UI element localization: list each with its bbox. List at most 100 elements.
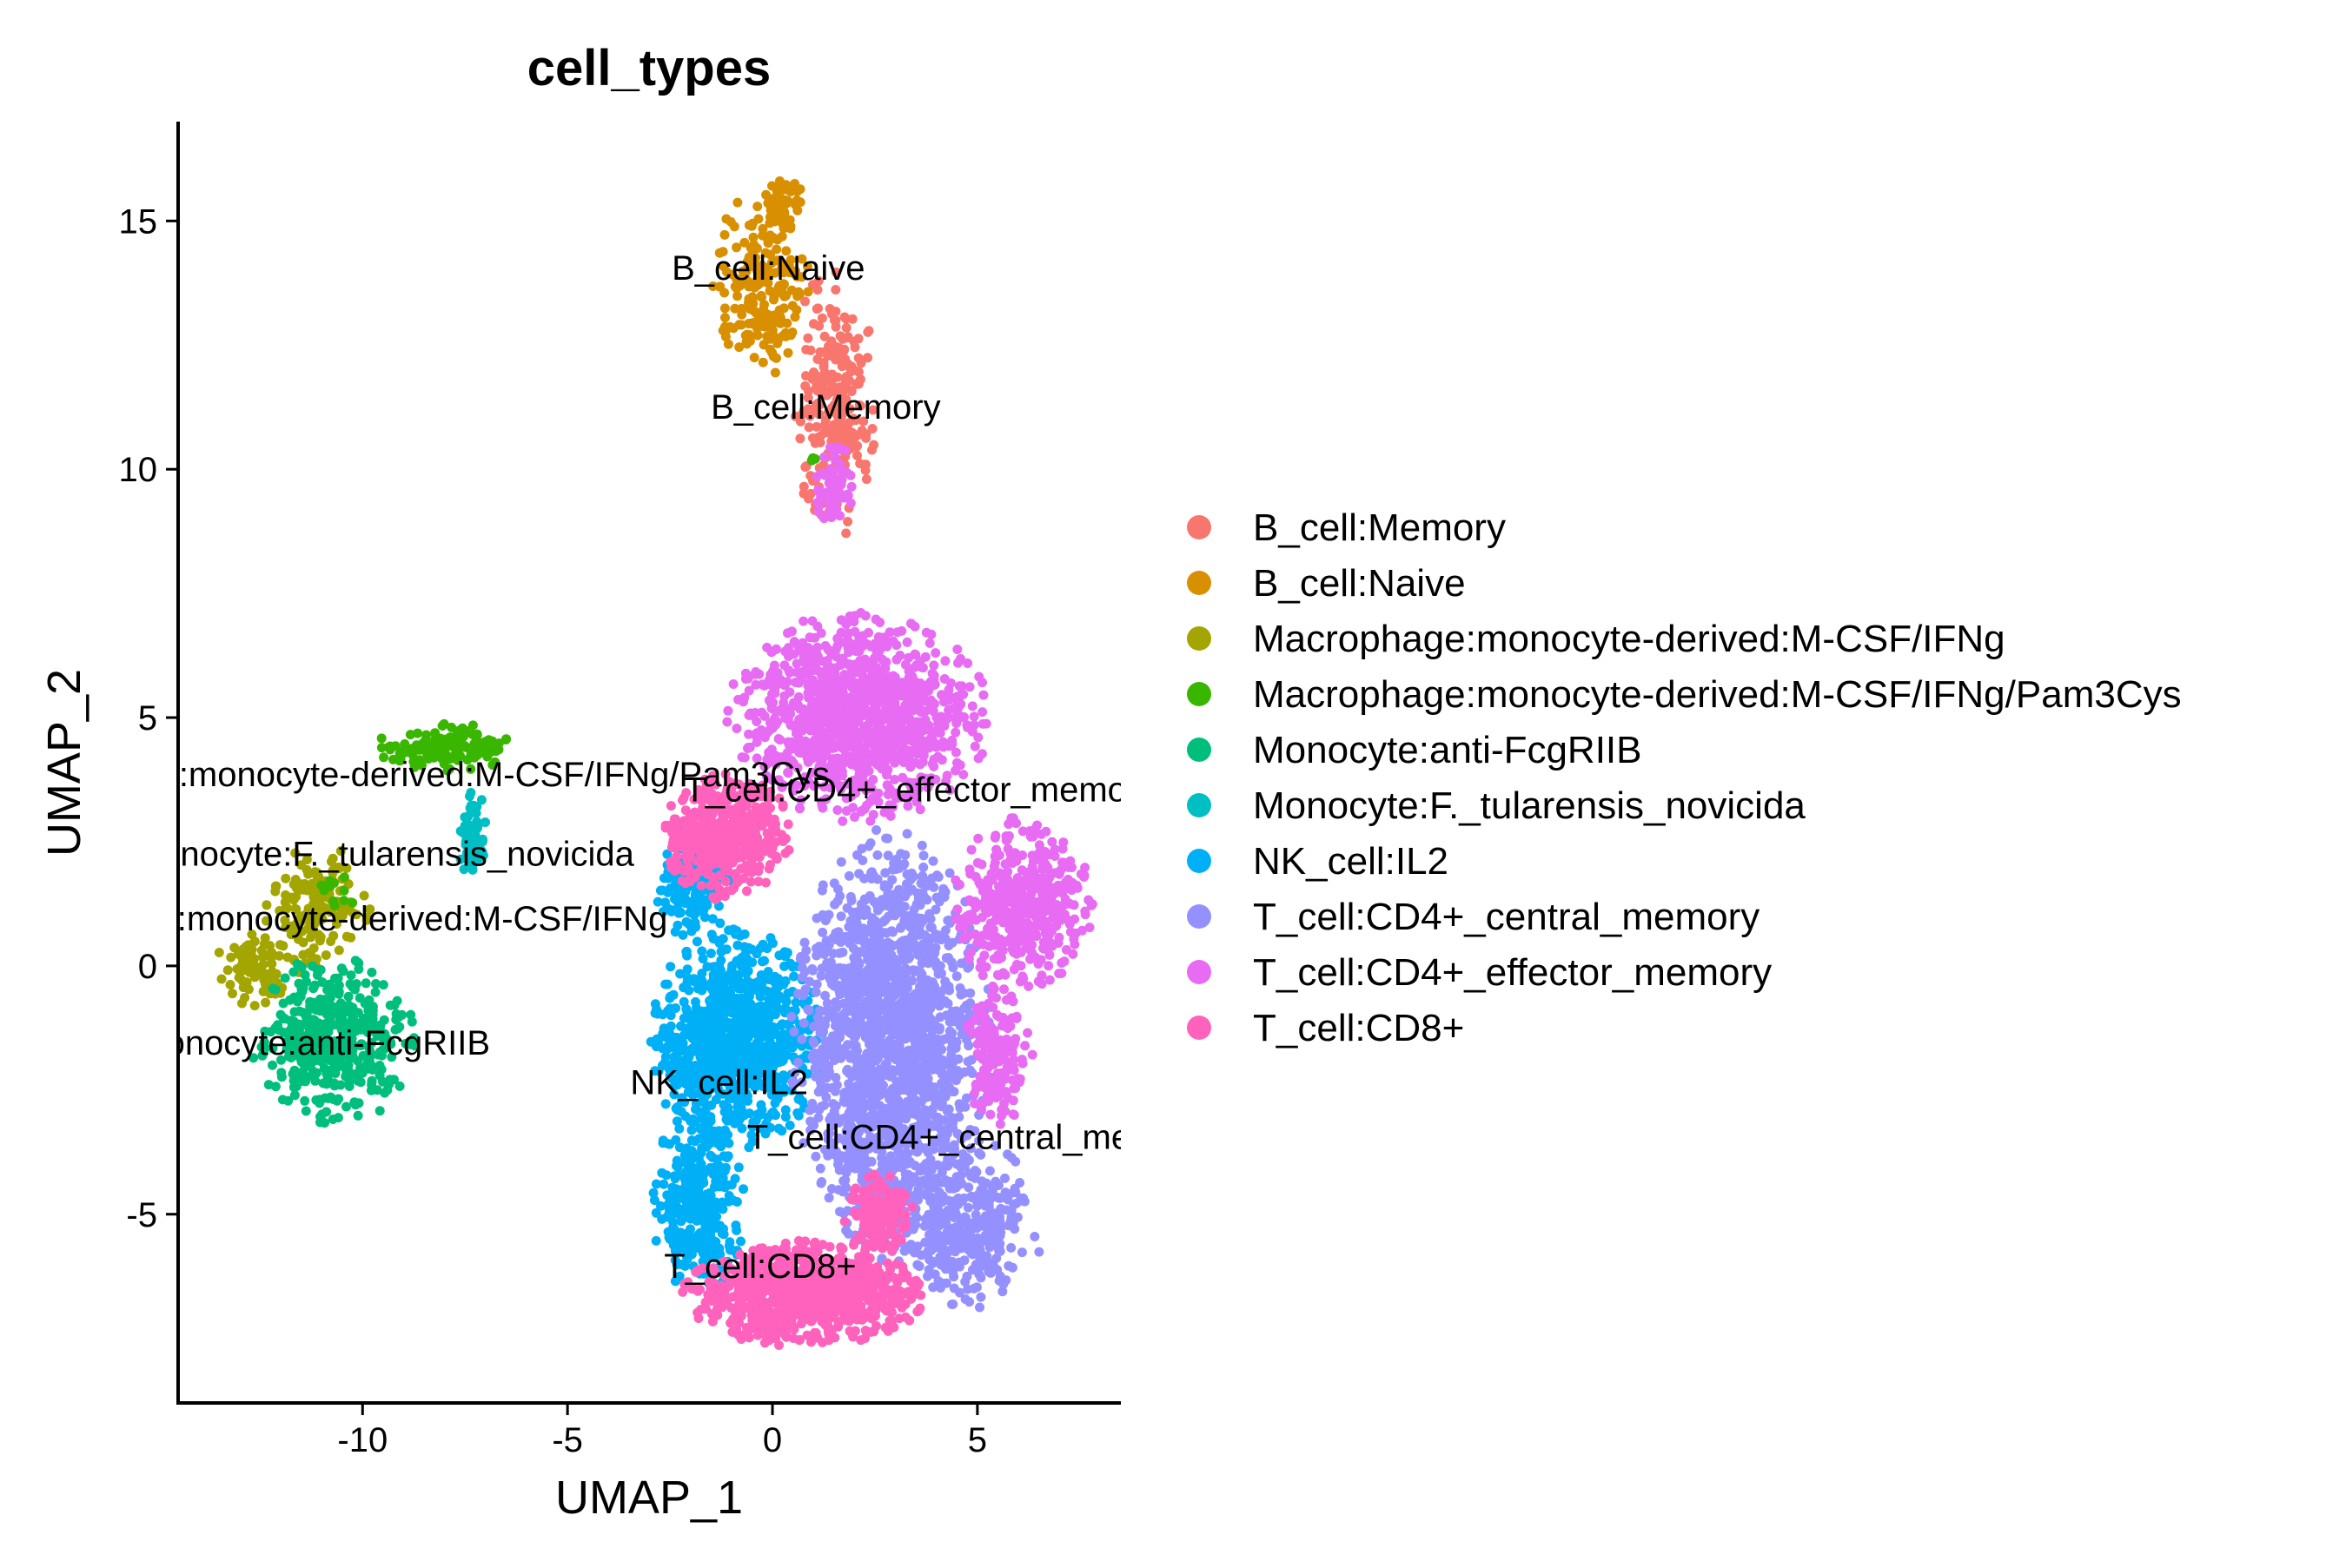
data-point	[897, 996, 907, 1007]
data-point	[467, 720, 478, 731]
data-point	[663, 1139, 673, 1149]
data-point	[414, 744, 425, 755]
data-point	[730, 303, 740, 314]
data-point	[316, 880, 327, 890]
data-point	[975, 1302, 984, 1313]
data-point	[830, 1014, 840, 1024]
data-point	[745, 330, 755, 341]
data-point	[699, 1202, 709, 1213]
data-point	[854, 923, 865, 933]
data-point	[924, 1090, 934, 1101]
data-point	[821, 1092, 832, 1102]
data-point	[682, 964, 693, 975]
data-point	[803, 1004, 813, 1015]
data-point	[459, 864, 469, 875]
data-point	[868, 405, 878, 415]
data-point	[290, 1034, 301, 1044]
data-point	[800, 462, 811, 473]
data-point	[259, 986, 269, 996]
series-5-points	[455, 788, 490, 875]
data-point	[374, 1106, 385, 1116]
data-point	[918, 888, 928, 898]
data-point	[852, 910, 863, 921]
data-point	[940, 1092, 951, 1102]
data-point	[388, 754, 398, 764]
data-point	[847, 427, 858, 438]
data-point	[856, 358, 866, 368]
data-point	[726, 1008, 737, 1018]
data-point	[832, 896, 843, 906]
data-point	[826, 348, 836, 359]
data-point	[867, 445, 877, 455]
data-point	[744, 1042, 754, 1051]
data-point	[815, 1028, 825, 1038]
data-point	[344, 1001, 355, 1011]
data-point	[719, 1007, 728, 1017]
data-point	[714, 281, 725, 292]
data-point	[907, 976, 917, 986]
data-point	[792, 205, 803, 215]
data-point	[282, 1044, 292, 1055]
data-point	[809, 1038, 819, 1049]
data-point	[860, 465, 871, 475]
data-point	[824, 1193, 834, 1203]
data-point	[795, 433, 805, 444]
data-point	[838, 1187, 848, 1197]
data-point	[290, 903, 301, 914]
data-point	[844, 870, 854, 881]
data-point	[976, 1273, 986, 1283]
data-point	[928, 1258, 938, 1268]
data-point	[918, 939, 928, 949]
data-point	[284, 1026, 295, 1036]
data-point	[298, 937, 308, 948]
data-point	[866, 927, 877, 937]
data-point	[986, 1188, 997, 1199]
data-point	[996, 1227, 1006, 1238]
data-point	[803, 333, 813, 343]
data-point	[848, 414, 858, 424]
data-point	[257, 952, 268, 963]
data-point	[854, 869, 865, 879]
data-point	[1008, 1188, 1018, 1198]
data-point	[683, 1227, 693, 1238]
data-point	[918, 980, 928, 990]
data-point	[758, 223, 768, 234]
data-point	[280, 897, 290, 908]
data-point	[321, 1009, 332, 1020]
data-point	[322, 985, 332, 995]
data-point	[943, 1161, 953, 1171]
data-point	[686, 1146, 697, 1156]
data-point	[976, 1292, 986, 1302]
data-point	[744, 685, 754, 696]
data-point	[290, 848, 301, 858]
data-point	[265, 941, 275, 951]
data-point	[463, 824, 474, 834]
data-point	[353, 1110, 363, 1121]
data-point	[693, 983, 703, 994]
data-point	[915, 1163, 925, 1174]
data-point	[268, 1060, 277, 1070]
data-point	[786, 1011, 797, 1022]
data-point	[732, 1028, 743, 1038]
data-point	[898, 1068, 908, 1079]
data-point	[347, 1037, 357, 1048]
data-point	[940, 656, 951, 666]
data-point	[408, 757, 419, 767]
data-point	[842, 903, 852, 913]
data-point	[235, 949, 246, 960]
data-point	[819, 331, 830, 341]
data-point	[746, 1003, 756, 1014]
data-point	[253, 965, 263, 976]
data-point	[471, 808, 481, 818]
data-point	[803, 287, 813, 297]
data-point	[349, 1097, 360, 1108]
data-point	[954, 1099, 964, 1109]
data-point	[909, 1035, 919, 1044]
data-point	[309, 980, 320, 990]
data-point	[326, 1037, 336, 1048]
data-point	[812, 433, 823, 443]
data-point	[887, 1094, 897, 1104]
data-point	[853, 1012, 864, 1022]
data-point	[808, 280, 818, 290]
data-point	[232, 963, 242, 974]
